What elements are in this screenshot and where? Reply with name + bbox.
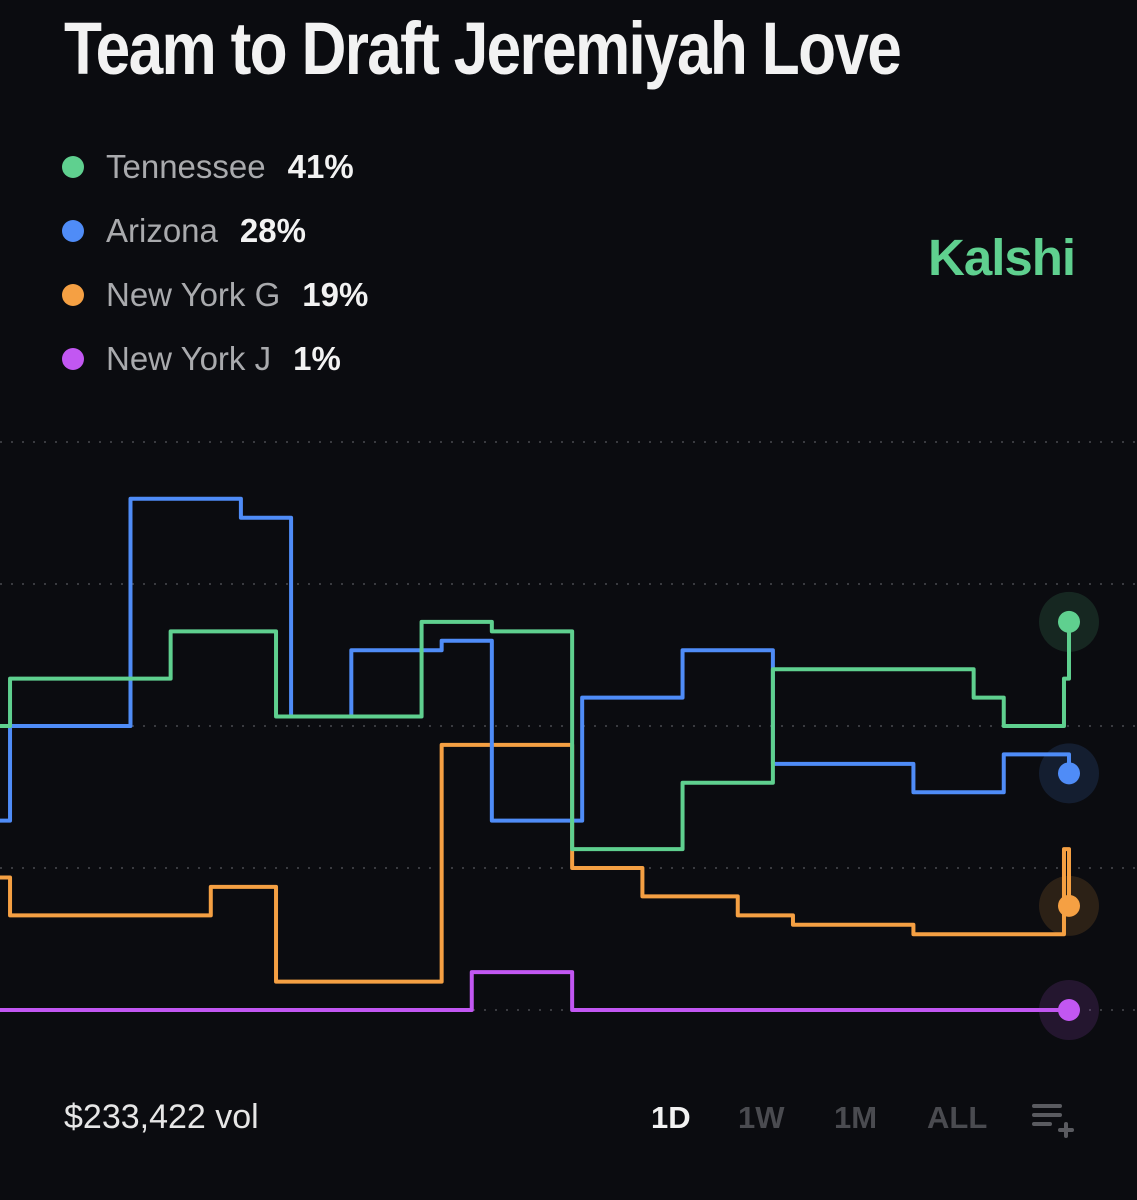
- legend-item-new-york-j: New York J 1%: [62, 327, 368, 391]
- legend-item-arizona: Arizona 28%: [62, 199, 368, 263]
- volume-label: $233,422 vol: [64, 1098, 259, 1136]
- legend-dot: [62, 348, 84, 370]
- end-point-arizona[interactable]: [1058, 762, 1080, 785]
- legend-item-new-york-g: New York G 19%: [62, 263, 368, 327]
- kalshi-logo: Kalshi: [928, 229, 1076, 286]
- legend-value: 28%: [239, 212, 306, 249]
- end-point-new-york-g[interactable]: [1058, 894, 1080, 917]
- legend-label: New York G: [106, 276, 281, 313]
- legend-label: Arizona: [106, 212, 218, 249]
- end-point-new-york-j[interactable]: [1058, 999, 1080, 1021]
- legend-item-tennessee: Tennessee 41%: [62, 135, 368, 199]
- series-line-new-york-g: [0, 742, 1071, 984]
- range-1m-button[interactable]: 1M: [834, 1100, 878, 1135]
- price-chart[interactable]: [0, 400, 1137, 1070]
- legend-label: New York J: [106, 340, 272, 377]
- series-line-new-york-j: [0, 970, 1069, 1012]
- series-line-tennessee: [0, 619, 1071, 852]
- legend-dot: [62, 284, 84, 306]
- chart-title: Team to Draft Jeremiyah Love: [64, 7, 902, 90]
- range-all-button[interactable]: ALL: [927, 1100, 988, 1135]
- legend-value: 1%: [293, 340, 341, 377]
- range-1d-button[interactable]: 1D: [651, 1100, 691, 1135]
- legend-value: 19%: [302, 276, 369, 313]
- end-point-tennessee[interactable]: [1058, 610, 1080, 633]
- legend-dot: [62, 220, 84, 242]
- list-add-icon[interactable]: [1030, 1102, 1078, 1138]
- series-line-arizona: [0, 496, 1071, 823]
- legend-value: 41%: [287, 148, 354, 185]
- legend-label: Tennessee: [106, 148, 266, 185]
- legend: Tennessee 41% Arizona 28% New York G 19%…: [62, 135, 368, 391]
- legend-dot: [62, 156, 84, 178]
- chart-footer: $233,422 vol 1D 1W 1M ALL: [0, 1090, 1137, 1150]
- range-1w-button[interactable]: 1W: [738, 1100, 785, 1135]
